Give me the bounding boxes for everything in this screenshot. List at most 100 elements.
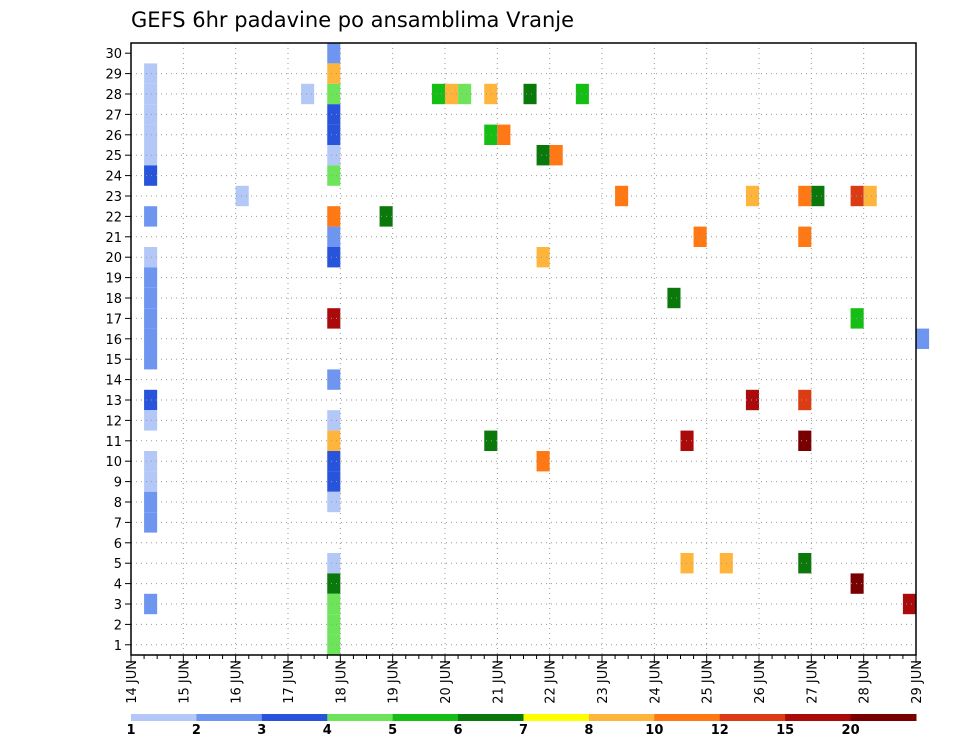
y-tick-label: 2 [114, 618, 122, 633]
legend-label: 20 [842, 723, 860, 738]
legend-label: 6 [454, 723, 463, 738]
heatmap-cell [863, 185, 877, 207]
x-tick-label: 19 JUN [387, 660, 402, 704]
x-tick-label: 25 JUN [701, 660, 716, 704]
heatmap-cell [680, 553, 694, 574]
y-tick-label: 4 [114, 578, 122, 593]
heatmap-cell [798, 430, 812, 451]
heatmap-cell [144, 491, 158, 513]
heatmap-cell [144, 206, 158, 227]
legend-swatch [392, 714, 459, 721]
y-tick-label: 17 [105, 312, 122, 327]
x-tick-label: 21 JUN [491, 660, 506, 704]
heatmap-cell [327, 104, 341, 125]
heatmap-cell [144, 104, 158, 125]
heatmap-cell [144, 124, 158, 145]
heatmap-cell [327, 369, 341, 390]
heatmap-cell [536, 145, 550, 166]
heatmap-cell [144, 512, 158, 533]
y-tick-label: 27 [105, 108, 122, 123]
legend-label: 1 [126, 723, 135, 738]
y-tick-label: 23 [105, 190, 122, 205]
legend-label: 3 [257, 723, 266, 738]
x-tick-label: 15 JUN [177, 660, 192, 704]
heatmap-cell [144, 593, 158, 615]
y-tick-label: 30 [105, 47, 122, 62]
heatmap-cell [327, 430, 341, 451]
heatmap-cell [850, 573, 864, 594]
x-tick-label: 24 JUN [648, 660, 663, 704]
y-tick-label: 1 [114, 639, 122, 654]
y-tick-label: 6 [114, 537, 122, 552]
y-tick-label: 14 [105, 374, 122, 389]
x-tick-label: 22 JUN [544, 660, 559, 704]
heatmap-cell [144, 389, 158, 411]
y-axis-ticks: 1234567891011121314151617181920212223242… [105, 47, 131, 654]
heatmap-cell [327, 634, 341, 655]
heatmap-cell [144, 287, 158, 309]
grid-lines [131, 43, 916, 655]
heatmap-cell [327, 593, 341, 615]
heatmap-cell [484, 124, 498, 145]
heatmap-cell [144, 410, 158, 431]
heatmap-cell [523, 83, 537, 105]
heatmap-cell [327, 410, 341, 431]
y-tick-label: 22 [105, 210, 122, 225]
heatmap-cell [327, 124, 341, 145]
legend-swatch [131, 714, 197, 721]
legend-label: 8 [584, 723, 593, 738]
x-tick-label: 16 JUN [230, 660, 245, 704]
x-tick-label: 18 JUN [334, 660, 349, 704]
heatmap-cell [144, 471, 158, 492]
heatmap-cell [536, 451, 550, 472]
heatmap-cell [458, 83, 472, 105]
heatmap-cell [850, 308, 864, 329]
x-tick-label: 28 JUN [858, 660, 873, 704]
heatmap-cell [327, 491, 341, 513]
heatmap-cells [144, 43, 930, 655]
heatmap-cell [327, 614, 341, 635]
x-tick-label: 23 JUN [596, 660, 611, 704]
legend-swatch [458, 714, 524, 721]
heatmap-cell [327, 553, 341, 574]
y-tick-label: 29 [105, 68, 122, 83]
legend-swatch [850, 714, 917, 721]
heatmap-cell [144, 308, 158, 329]
heatmap-cell [798, 553, 812, 574]
heatmap-cell [327, 308, 341, 329]
heatmap-cell [327, 226, 341, 247]
heatmap-cell [144, 63, 158, 84]
heatmap-cell [916, 328, 930, 349]
y-tick-label: 21 [105, 231, 122, 246]
heatmap-cell [144, 83, 158, 105]
heatmap-cell [144, 267, 158, 288]
x-tick-label: 26 JUN [753, 660, 768, 704]
color-legend: 1 2 3 4 5 6 7 8 10 12 15 20 [126, 714, 917, 738]
legend-swatch [196, 714, 263, 721]
heatmap-cell [144, 328, 158, 349]
y-tick-label: 8 [114, 496, 122, 511]
y-tick-label: 10 [105, 455, 122, 470]
heatmap-cell [235, 185, 249, 207]
legend-label: 2 [192, 723, 201, 738]
heatmap-cell [144, 349, 158, 370]
y-tick-label: 16 [105, 333, 122, 348]
y-tick-label: 9 [114, 476, 122, 491]
y-tick-label: 26 [105, 129, 122, 144]
y-tick-label: 18 [105, 292, 122, 307]
heatmap-cell [327, 165, 341, 186]
heatmap-cell [144, 451, 158, 472]
x-tick-label: 27 JUN [805, 660, 820, 704]
heatmap-cell [497, 124, 511, 145]
y-tick-label: 24 [105, 170, 122, 185]
heatmap-cell [575, 83, 589, 105]
y-tick-label: 20 [105, 251, 122, 266]
heatmap-cell [327, 145, 341, 166]
heatmap-cell [798, 226, 812, 247]
heatmap-cell [431, 83, 445, 105]
heatmap-cell [327, 206, 341, 227]
heatmap-cell [327, 471, 341, 492]
heatmap-cell [667, 287, 681, 309]
legend-label: 4 [323, 723, 332, 738]
